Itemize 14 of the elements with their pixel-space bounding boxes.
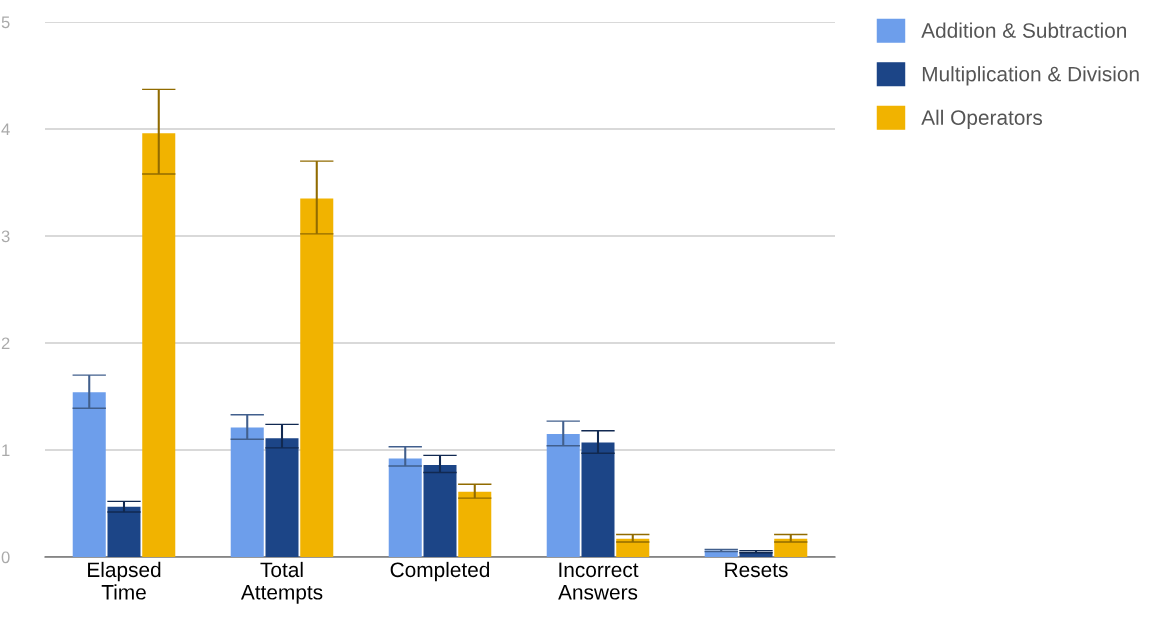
y-tick-label: 0 xyxy=(1,551,10,564)
y-tick-label: 1 xyxy=(2,444,10,457)
x-tick-label: Incorrect Answers xyxy=(558,562,639,600)
x-tick-label: Completed xyxy=(390,561,490,582)
legend-label: All Operators xyxy=(921,109,1043,130)
legend-label: Addition & Subtraction xyxy=(921,22,1126,38)
x-tick-label: Total Attempts xyxy=(240,561,323,604)
x-tick-label: Elapsed Time xyxy=(88,561,161,600)
x-tick-label: Resets xyxy=(725,562,788,578)
y-tick-label: 2 xyxy=(1,337,10,350)
y-tick-label: 4 xyxy=(1,123,10,136)
y-tick-label: 5 xyxy=(1,16,10,29)
legend-label: Multiplication & Division xyxy=(922,66,1139,86)
y-tick-label: 3 xyxy=(1,230,10,243)
